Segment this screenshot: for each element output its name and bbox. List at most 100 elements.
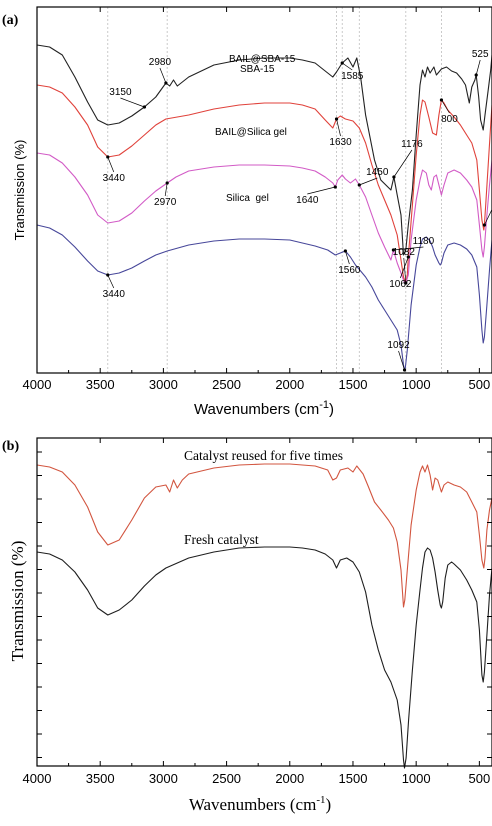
annotation-point-1180: [391, 248, 396, 252]
annotation-point-800: [439, 98, 444, 102]
annotation-label-1062: 1062: [389, 279, 412, 290]
annotation-point-3440: [106, 273, 110, 277]
annotation-arrow-1450: [359, 177, 378, 186]
panel-a-x-tick-label: 4000: [23, 377, 52, 392]
panel-a-label: (a): [2, 13, 19, 28]
annotation-arrow-1640: [307, 186, 336, 195]
annotation-label-525: 525: [472, 49, 489, 60]
annotation-point-1560: [343, 249, 347, 253]
panel-a-series-labels: BAIL@SBA-15 SBA-15 BAIL@Silica gel Silic…: [215, 54, 296, 204]
annotation-point-1450: [357, 183, 361, 187]
annotation-point-1062: [406, 255, 410, 259]
panel-b-y-axis-label: Transmission (%): [8, 541, 27, 662]
panel-b-x-axis-label-sup: -1: [316, 794, 325, 806]
annotation-label-3150: 3150: [109, 87, 132, 98]
panel-a-x-tick-label: 2000: [275, 377, 304, 392]
panel-a-x-ticks: 4000 3500 3000 2500 2000 1500 1000 500: [23, 7, 491, 392]
annotation-arrow-2970: [164, 182, 168, 197]
annotation-arrow-1092: [398, 350, 405, 371]
annotation-label-1640: 1640: [296, 195, 319, 206]
legend-bail-sba15: BAIL@SBA-15: [229, 54, 296, 65]
legend-fresh-catalyst: Fresh catalyst: [184, 532, 259, 547]
panel-a-x-axis-label: Wavenumbers (cm-1): [194, 399, 334, 418]
legend-silica-gel: Silica gel: [226, 193, 269, 204]
panel-b-x-tick-label: 3500: [86, 771, 115, 786]
annotation-arrow-800: [441, 99, 450, 114]
annotation-arrow-1630: [336, 118, 341, 137]
annotation-point-2970: [165, 181, 169, 185]
panel-b-x-ticks: 4000 3500 3000 2500 2000 1500 1000 500: [23, 438, 491, 786]
panel-b: (b) 4000 3500 3000 2500 2000 1500 1000 500 Cata…: [2, 437, 492, 814]
annotation-point-1092: [402, 368, 407, 372]
series-line-fresh-catalyst: [36, 546, 492, 769]
annotation-arrow-3150: [120, 97, 145, 108]
annotation-point-460: [482, 223, 487, 227]
panel-b-x-tick-label: 2500: [212, 771, 241, 786]
series-line-bail-silica-gel: [36, 152, 492, 284]
annotation-point-3440: [106, 155, 110, 159]
panel-b-y-ticks: [37, 451, 492, 758]
annotation-point-2980: [164, 81, 168, 85]
annotation-arrow-1082: [403, 257, 407, 284]
annotation-arrow-525: [475, 59, 481, 76]
legend-bail-silica-gel: BAIL@Silica gel: [215, 127, 287, 138]
panel-a-x-tick-label: 2500: [212, 377, 241, 392]
annotation-point-525: [474, 73, 478, 77]
panel-a-x-tick-label: 500: [469, 377, 491, 392]
annotation-label-1585: 1585: [341, 71, 364, 82]
annotation-label-2970: 2970: [154, 197, 177, 208]
annotation-label-1450: 1450: [366, 167, 389, 178]
panel-a-y-axis-label: Transmission (%): [12, 140, 27, 241]
annotation-point-1630: [334, 117, 339, 121]
panel-b-label: (b): [2, 439, 19, 454]
panel-a-x-tick-label: 1500: [339, 377, 368, 392]
annotation-arrow-1176: [393, 149, 413, 178]
annotation-label-1560: 1560: [338, 265, 361, 276]
annotation-label-1630: 1630: [329, 137, 352, 148]
annotation-point-3150: [142, 105, 147, 109]
series-line-sba-15: [36, 84, 492, 284]
panel-b-curves: [36, 463, 492, 769]
panel-b-x-axis-label: Wavenumbers (cm-1): [189, 794, 331, 814]
annotation-label-1082: 1082: [393, 247, 416, 258]
panel-a-x-tick-label: 1000: [402, 377, 431, 392]
panel-a-x-axis-label-main: Wavenumbers (cm: [194, 401, 319, 418]
panel-a-x-tick-label: 3000: [149, 377, 178, 392]
annotation-arrow-1180: [393, 246, 424, 251]
panel-b-x-axis-label-close: ): [326, 795, 332, 814]
legend-reused-catalyst: Catalyst reused for five times: [184, 448, 343, 463]
panel-b-plot-frame: [36, 437, 492, 767]
panel-a-guide-lines: [107, 7, 442, 373]
panel-a-curves: [36, 44, 492, 371]
panel-b-x-tick-label: 1500: [339, 771, 368, 786]
series-line-silica-gel: [36, 224, 492, 371]
panel-a: (a) 315029801585525344016301176800106246…: [2, 6, 492, 418]
annotation-arrow-3440: [107, 156, 115, 173]
panel-b-x-axis-label-main: Wavenumbers (cm: [189, 795, 317, 814]
annotation-label-3440: 3440: [103, 289, 126, 300]
annotation-point-1640: [333, 185, 337, 189]
annotation-arrow-3440: [107, 274, 115, 289]
panel-a-x-tick-label: 3500: [86, 377, 115, 392]
panel-a-plot-frame: [36, 6, 492, 374]
annotation-label-3440: 3440: [103, 173, 126, 184]
annotation-arrow-1585: [342, 62, 353, 71]
annotation-label-1180: 1180: [413, 236, 435, 247]
panel-b-x-tick-label: 2000: [275, 771, 304, 786]
series-line-catalyst-reused-for-five-times: [36, 463, 492, 608]
panel-a-annotations: 3150298015855253440163011768001062460145…: [103, 49, 492, 372]
annotation-point-1585: [340, 61, 344, 65]
annotation-point-1082: [404, 281, 408, 285]
annotation-label-1092: 1092: [387, 340, 410, 351]
annotation-label-800: 800: [441, 114, 458, 125]
annotation-arrow-460: [484, 208, 492, 226]
panel-a-x-axis-label-sup: -1: [319, 399, 329, 411]
panel-b-x-tick-label: 500: [469, 771, 491, 786]
annotation-arrow-2980: [159, 67, 167, 84]
panel-b-x-tick-label: 1000: [402, 771, 431, 786]
annotation-label-2980: 2980: [149, 57, 172, 68]
annotation-arrow-1560: [345, 250, 350, 265]
legend-sba15: SBA-15: [240, 64, 275, 75]
